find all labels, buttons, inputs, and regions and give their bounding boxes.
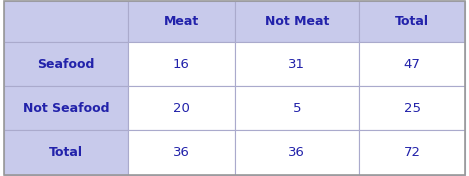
Text: 5: 5 [293, 102, 301, 115]
Text: 47: 47 [404, 58, 421, 71]
Text: Not Seafood: Not Seafood [23, 102, 109, 115]
Text: 36: 36 [288, 146, 305, 159]
Text: Total: Total [395, 15, 429, 28]
Bar [359, 42, 465, 86]
Bar [234, 86, 359, 130]
Bar [359, 86, 465, 130]
Bar [4, 130, 129, 175]
Text: 20: 20 [173, 102, 190, 115]
Bar [129, 130, 234, 175]
Bar [129, 42, 234, 86]
Bar [4, 42, 129, 86]
Bar [359, 130, 465, 175]
Bar [129, 86, 234, 130]
Bar [234, 1, 359, 42]
Text: Total: Total [49, 146, 83, 159]
Bar [4, 86, 129, 130]
Text: Not Meat: Not Meat [265, 15, 329, 28]
Text: 31: 31 [288, 58, 305, 71]
Text: Meat: Meat [164, 15, 199, 28]
Text: 25: 25 [404, 102, 421, 115]
Bar [234, 42, 359, 86]
Bar [4, 1, 129, 42]
Bar [129, 1, 234, 42]
Bar [359, 1, 465, 42]
Bar [234, 130, 359, 175]
Text: 72: 72 [404, 146, 421, 159]
Text: Seafood: Seafood [38, 58, 95, 71]
Text: 16: 16 [173, 58, 190, 71]
Text: 36: 36 [173, 146, 190, 159]
